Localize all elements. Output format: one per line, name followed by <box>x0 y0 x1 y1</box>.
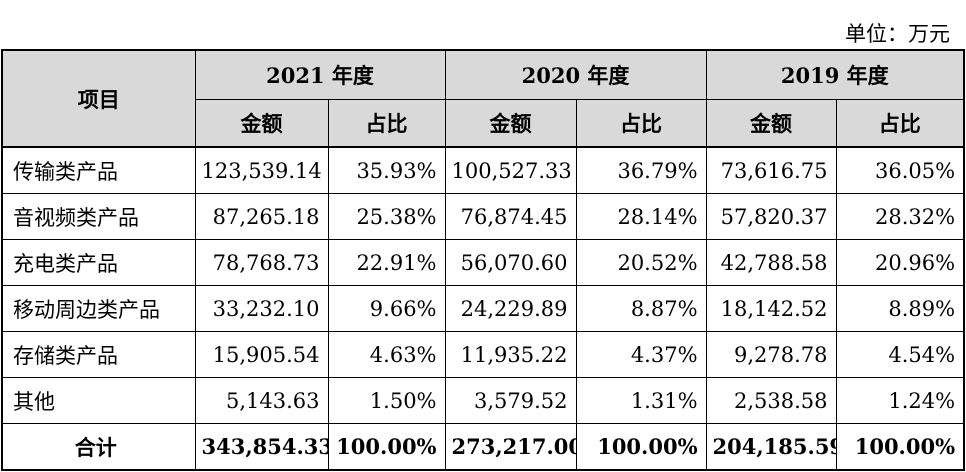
cell-amount: 57,820.37 <box>705 193 837 240</box>
cell-ratio: 36.79% <box>575 146 707 194</box>
row-label: 存储类产品 <box>1 331 196 378</box>
cell-ratio: 28.32% <box>835 193 965 240</box>
cell-amount: 87,265.18 <box>194 193 329 240</box>
cell-ratio: 4.37% <box>575 331 707 378</box>
table-row: 传输类产品 123,539.14 35.93% 100,527.33 36.79… <box>1 146 965 194</box>
cell-amount: 3,579.52 <box>444 377 577 424</box>
cell-ratio: 4.63% <box>327 331 446 378</box>
cell-ratio: 36.05% <box>835 146 965 194</box>
cell-ratio: 8.87% <box>575 285 707 332</box>
cell-ratio: 22.91% <box>327 239 446 286</box>
cell-amount: 11,935.22 <box>444 331 577 378</box>
total-amount: 204,185.59 <box>705 423 837 471</box>
cell-ratio: 25.38% <box>327 193 446 240</box>
row-label: 传输类产品 <box>1 146 196 194</box>
unit-label: 单位：万元 <box>845 22 950 46</box>
total-amount: 343,854.33 <box>194 423 329 471</box>
total-ratio: 100.00% <box>327 423 446 471</box>
header-amount: 金额 <box>705 99 837 148</box>
cell-amount: 9,278.78 <box>705 331 837 378</box>
total-ratio: 100.00% <box>575 423 707 471</box>
table-header: 项目 2021 年度 2020 年度 2019 年度 金额 占比 金额 占比 金… <box>1 49 965 148</box>
cell-amount: 18,142.52 <box>705 285 837 332</box>
header-ratio: 占比 <box>835 99 965 148</box>
cell-ratio: 4.54% <box>835 331 965 378</box>
cell-ratio: 1.24% <box>835 377 965 424</box>
cell-amount: 56,070.60 <box>444 239 577 286</box>
cell-amount: 15,905.54 <box>194 331 329 378</box>
cell-ratio: 1.50% <box>327 377 446 424</box>
header-item: 项目 <box>1 49 196 148</box>
table-row: 移动周边类产品 33,232.10 9.66% 24,229.89 8.87% … <box>1 285 965 332</box>
table-row: 音视频类产品 87,265.18 25.38% 76,874.45 28.14%… <box>1 193 965 240</box>
header-year-2020: 2020 年度 <box>444 49 707 100</box>
cell-amount: 78,768.73 <box>194 239 329 286</box>
header-amount: 金额 <box>194 99 329 148</box>
total-amount: 273,217.00 <box>444 423 577 471</box>
cell-amount: 2,538.58 <box>705 377 837 424</box>
cell-ratio: 20.52% <box>575 239 707 286</box>
header-ratio: 占比 <box>327 99 446 148</box>
total-row: 合计 343,854.33 100.00% 273,217.00 100.00%… <box>1 423 965 471</box>
total-ratio: 100.00% <box>835 423 965 471</box>
table-row: 充电类产品 78,768.73 22.91% 56,070.60 20.52% … <box>1 239 965 286</box>
table-row: 存储类产品 15,905.54 4.63% 11,935.22 4.37% 9,… <box>1 331 965 378</box>
cell-ratio: 9.66% <box>327 285 446 332</box>
row-label: 其他 <box>1 377 196 424</box>
table-body: 传输类产品 123,539.14 35.93% 100,527.33 36.79… <box>1 146 965 471</box>
cell-amount: 123,539.14 <box>194 146 329 194</box>
row-label: 充电类产品 <box>1 239 196 286</box>
cell-amount: 76,874.45 <box>444 193 577 240</box>
cell-amount: 5,143.63 <box>194 377 329 424</box>
header-amount: 金额 <box>444 99 577 148</box>
cell-ratio: 1.31% <box>575 377 707 424</box>
row-label: 音视频类产品 <box>1 193 196 240</box>
cell-ratio: 28.14% <box>575 193 707 240</box>
revenue-table: 项目 2021 年度 2020 年度 2019 年度 金额 占比 金额 占比 金… <box>1 49 966 471</box>
total-label: 合计 <box>1 423 196 471</box>
cell-amount: 73,616.75 <box>705 146 837 194</box>
cell-ratio: 20.96% <box>835 239 965 286</box>
cell-ratio: 8.89% <box>835 285 965 332</box>
header-year-2021: 2021 年度 <box>194 49 446 100</box>
header-ratio: 占比 <box>575 99 707 148</box>
row-label: 移动周边类产品 <box>1 285 196 332</box>
cell-amount: 100,527.33 <box>444 146 577 194</box>
cell-amount: 42,788.58 <box>705 239 837 286</box>
table-row: 其他 5,143.63 1.50% 3,579.52 1.31% 2,538.5… <box>1 377 965 424</box>
cell-amount: 33,232.10 <box>194 285 329 332</box>
header-year-2019: 2019 年度 <box>705 49 965 100</box>
cell-amount: 24,229.89 <box>444 285 577 332</box>
cell-ratio: 35.93% <box>327 146 446 194</box>
